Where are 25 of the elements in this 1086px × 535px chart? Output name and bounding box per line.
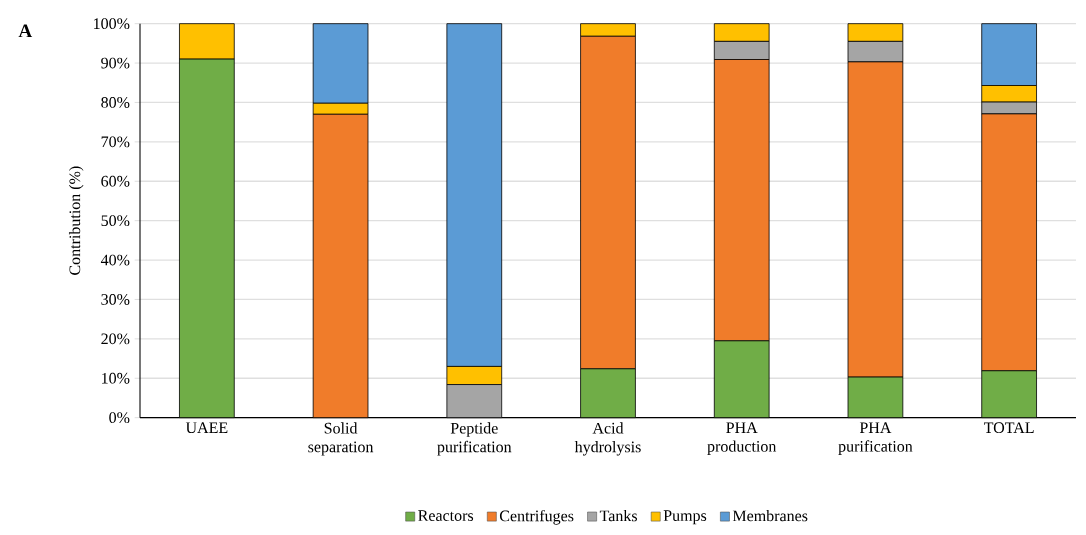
text: A [18, 24, 33, 38]
y-tick-label: 10% [102, 372, 130, 384]
y-tick-label: 20% [101, 333, 130, 345]
y-tick-label: 80% [101, 97, 130, 108]
x-tick-label: Solid separation [308, 422, 374, 456]
x-tick-label: PHA production [707, 422, 777, 455]
y-tick-label: 0% [109, 412, 130, 424]
x-tick-label: TOTAL [984, 422, 1034, 434]
legend-label: Centrifuges [499, 509, 574, 525]
y-tick-label: 90% [101, 57, 130, 69]
x-tick-label: PHA purification [838, 422, 913, 455]
y-tick-label: 70% [101, 136, 130, 148]
y-tick-label: 50% [101, 215, 130, 227]
x-tick-label: UAEE [185, 422, 228, 434]
y-tick-label: 100% [94, 18, 130, 30]
y-tick-label: 60% [101, 175, 130, 187]
legend-label: Tanks [599, 510, 638, 522]
x-tick-label: Peptide purification [437, 422, 512, 456]
y-tick-label: 30% [101, 294, 130, 305]
legend-label: Reactors [418, 510, 474, 521]
y-tick-label: 40% [100, 254, 130, 266]
x-tick-label: Acid hydrolysis [574, 422, 641, 456]
y-axis-title: Contribution (%) [68, 166, 84, 275]
legend-label: Membranes [732, 510, 808, 522]
legend-label: Pumps [663, 510, 707, 525]
